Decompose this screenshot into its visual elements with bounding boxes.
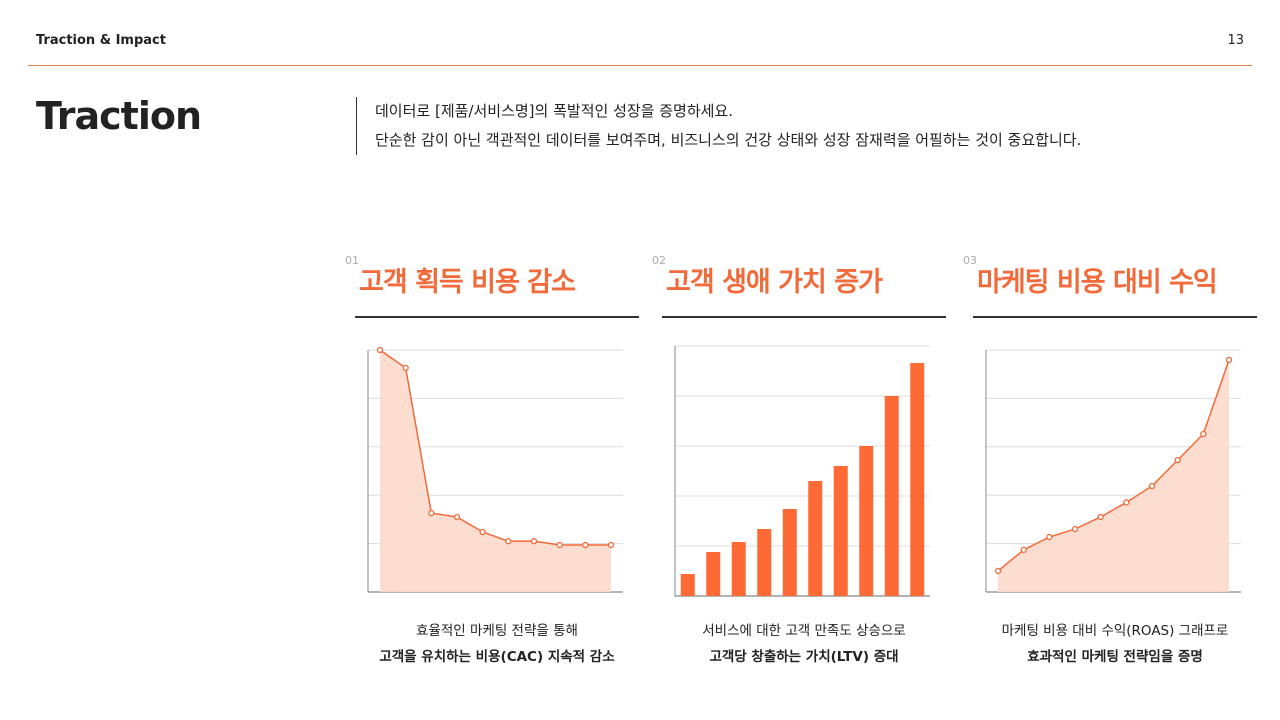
description-line: 데이터로 [제품/서비스명]의 폭발적인 성장을 증명하세요. <box>375 102 734 120</box>
data-point <box>1174 456 1181 464</box>
data-point <box>479 528 486 536</box>
bar <box>680 574 695 596</box>
data-point <box>530 538 538 545</box>
bar <box>706 552 721 596</box>
data-point <box>1097 513 1104 521</box>
card-number: 02 <box>652 254 666 267</box>
data-point <box>428 509 435 517</box>
cac-chart <box>367 346 623 593</box>
roas-chart <box>985 349 1241 593</box>
bar <box>884 396 899 596</box>
data-point <box>1020 546 1027 554</box>
data-point <box>1148 482 1156 490</box>
caption-bold: 고객을 유치하는 비용(CAC) 지속적 감소 <box>379 649 615 665</box>
data-point <box>607 541 615 549</box>
data-point <box>1225 356 1233 364</box>
card-title: 고객 생애 가치 증가 <box>666 267 883 298</box>
data-point <box>1046 533 1053 541</box>
card-number: 01 <box>345 254 359 267</box>
section-label: Traction & Impact <box>36 33 166 48</box>
series-line <box>997 359 1230 572</box>
data-point <box>402 364 409 372</box>
data-point <box>994 567 1002 575</box>
area-fill <box>998 359 1229 592</box>
area-fill <box>380 350 611 592</box>
bar <box>808 481 823 596</box>
page-number: 13 <box>1227 33 1244 48</box>
description: 데이터로 [제품/서비스명]의 폭발적인 성장을 증명하세요. 단순한 감이 아… <box>356 97 1081 155</box>
caption-line: 효율적인 마케팅 전략을 통해 <box>416 623 578 639</box>
data-point <box>453 513 461 521</box>
caption-line: 서비스에 대한 고객 만족도 상승으로 <box>702 623 906 639</box>
header-divider <box>28 65 1252 66</box>
series-line <box>379 349 611 546</box>
card-title: 고객 획득 비용 감소 <box>359 267 576 298</box>
card-divider <box>355 316 639 318</box>
data-point <box>556 541 563 549</box>
card-divider <box>662 316 946 318</box>
bar <box>782 509 797 596</box>
description-line: 단순한 감이 아닌 객관적인 데이터를 보여주며, 비즈니스의 건강 상태와 성… <box>375 131 1082 149</box>
ltv-chart <box>674 345 930 597</box>
card-number: 03 <box>963 254 977 267</box>
bar <box>731 542 746 596</box>
data-point <box>1123 499 1130 506</box>
data-point <box>505 538 512 545</box>
caption-bold: 고객당 창출하는 가치(LTV) 증대 <box>709 649 899 665</box>
data-point <box>582 541 589 549</box>
card-divider <box>973 316 1257 318</box>
bar <box>757 529 772 596</box>
data-point <box>1200 430 1207 438</box>
page-title: Traction <box>36 94 202 138</box>
card-title: 마케팅 비용 대비 수익 <box>977 267 1218 298</box>
caption-line: 마케팅 비용 대비 수익(ROAS) 그래프로 <box>1001 623 1229 639</box>
bar <box>910 363 925 596</box>
bar <box>833 466 848 596</box>
bar <box>859 446 874 596</box>
caption-bold: 효과적인 마케팅 전략임을 증명 <box>1027 649 1203 665</box>
data-point <box>1071 525 1079 533</box>
data-point <box>376 346 384 354</box>
